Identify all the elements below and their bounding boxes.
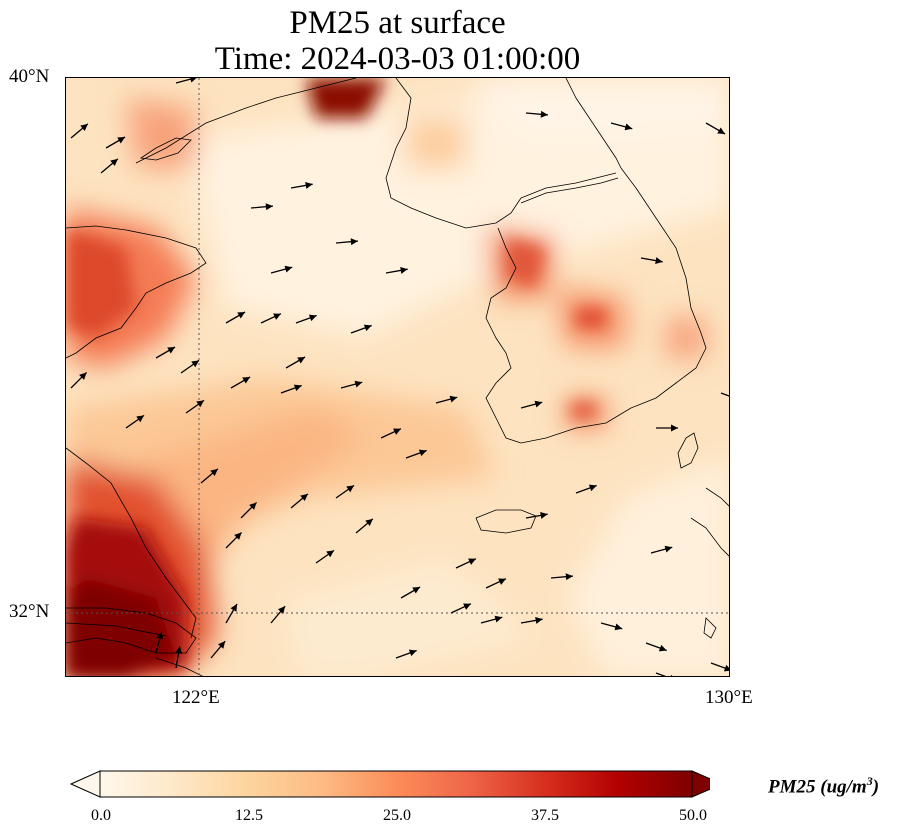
- lat-label-40n: 40°N: [9, 66, 50, 87]
- lat-label-32n: 32°N: [9, 601, 50, 622]
- wind-arrow-head: [671, 424, 678, 432]
- wind-arrow-head: [346, 485, 355, 493]
- wind-arrow-head: [293, 384, 302, 392]
- wind-arrow-head: [463, 603, 471, 610]
- wind-arrow-head: [354, 380, 363, 388]
- wind-arrow-head: [110, 158, 118, 167]
- wind-arrow-head: [196, 400, 205, 408]
- wind-arrow-shaft: [655, 672, 667, 676]
- wind-arrow-head: [494, 615, 503, 623]
- lon-label-130e: 130°E: [705, 687, 753, 708]
- wind-arrow-head: [265, 203, 273, 211]
- wind-arrow-head: [234, 532, 242, 540]
- wind-arrow-head: [365, 518, 373, 527]
- wind-arrow-head: [588, 484, 597, 492]
- wind-arrow-head: [284, 265, 293, 273]
- wind-arrow-head: [624, 123, 633, 131]
- wind-arrow-head: [230, 603, 237, 612]
- colorbar-label: PM25 (ug/m3): [768, 774, 880, 798]
- wind-arrow-head: [412, 587, 421, 594]
- wind-arrow-head: [717, 127, 726, 134]
- wind-arrow-head: [400, 266, 408, 274]
- wind-arrow-head: [535, 616, 543, 624]
- map-panel: [65, 77, 730, 677]
- colorbar-tick-12-5: 12.5: [235, 807, 263, 824]
- colorbar-gradient: [99, 770, 693, 798]
- wind-arrow-head: [210, 468, 218, 477]
- wind-arrow-head: [190, 78, 197, 83]
- wind-arrow-head: [658, 644, 667, 652]
- colorbar-tick-37-5: 37.5: [531, 807, 559, 824]
- wind-arrow-shaft: [720, 392, 729, 397]
- wind-arrow-head: [534, 400, 543, 408]
- wind-arrow-head: [614, 623, 623, 631]
- wind-arrow-head: [273, 313, 281, 320]
- wind-arrow-head: [237, 312, 246, 319]
- gridlines: [66, 78, 729, 676]
- chart-title-line2: Time: 2024-03-03 01:00:00: [214, 41, 581, 77]
- wind-arrow-head: [468, 558, 476, 565]
- wind-arrow-head: [300, 493, 308, 502]
- wind-arrow-head: [449, 395, 458, 403]
- wind-arrow-head: [175, 646, 183, 654]
- wind-arrow-head: [326, 550, 335, 558]
- colorbar-tick-0: 0.0: [91, 807, 111, 824]
- colorbar-min-extend: [70, 770, 101, 798]
- wind-arrow-head: [249, 502, 257, 510]
- wind-arrow-head: [670, 674, 673, 676]
- wind-arrow-head: [393, 428, 401, 435]
- wind-arrow-head: [136, 415, 145, 423]
- wind-arrow-head: [305, 181, 313, 189]
- colorbar-max-extend: [691, 770, 710, 798]
- pm25-map: [66, 78, 729, 676]
- wind-arrow-head: [498, 578, 506, 585]
- wind-arrow-head: [540, 511, 548, 519]
- wind-arrow-head: [565, 573, 573, 581]
- colorbar-tick-25: 25.0: [383, 807, 411, 824]
- wind-arrow-head: [156, 631, 164, 640]
- wind-arrow-head: [80, 123, 88, 132]
- wind-arrow-head: [655, 257, 663, 265]
- wind-arrow-head: [408, 649, 417, 657]
- lon-label-122e: 122°E: [172, 687, 220, 708]
- wind-arrow-head: [167, 347, 176, 354]
- wind-arrow-head: [723, 664, 729, 672]
- wind-arrow-head: [418, 449, 427, 457]
- wind-arrow-head: [297, 357, 306, 364]
- wind-arrow-head: [79, 372, 87, 380]
- coastlines: [66, 78, 729, 676]
- wind-arrow-head: [664, 545, 673, 553]
- wind-arrow-head: [242, 377, 251, 384]
- wind-arrow-head: [277, 606, 286, 614]
- wind-arrow-head: [363, 324, 372, 332]
- colorbar: [70, 770, 710, 798]
- chart-title-line1: PM25 at surface: [289, 5, 506, 41]
- colorbar-tick-50: 50.0: [679, 807, 707, 824]
- wind-arrow-head: [350, 238, 358, 246]
- wind-arrow-head: [540, 110, 548, 118]
- wind-arrow-head: [117, 137, 126, 144]
- wind-arrow-head: [217, 641, 226, 649]
- wind-vectors: [70, 78, 729, 676]
- wind-arrow-head: [191, 360, 200, 368]
- wind-arrow-head: [308, 314, 317, 322]
